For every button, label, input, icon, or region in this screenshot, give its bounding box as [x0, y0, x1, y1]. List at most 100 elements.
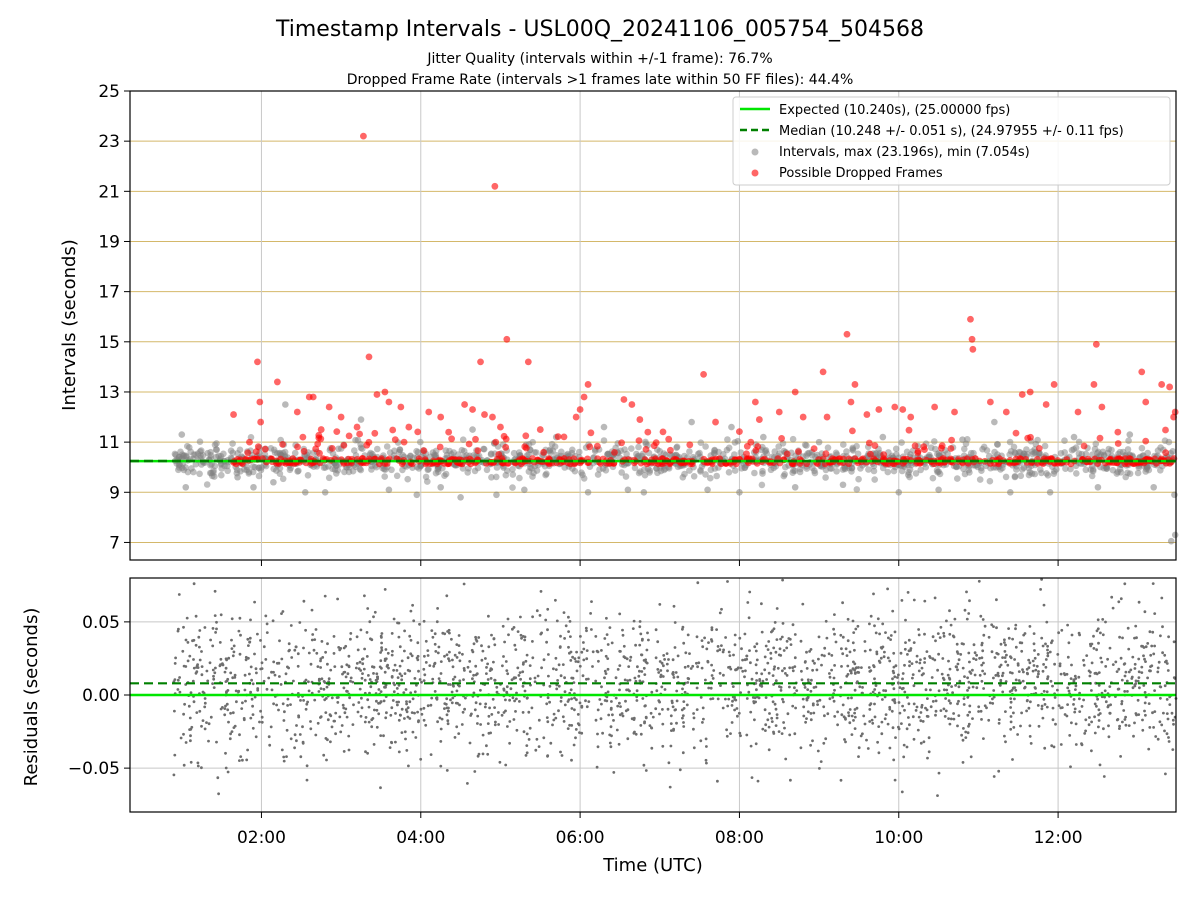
residual-point: [1066, 623, 1069, 627]
residual-point: [560, 754, 564, 757]
residual-point: [559, 634, 562, 638]
residual-point: [295, 739, 298, 743]
residual-point: [528, 664, 532, 667]
residual-point: [1131, 655, 1135, 659]
residual-point: [515, 697, 518, 701]
dropped-frame-point: [257, 418, 265, 426]
residual-point: [618, 612, 622, 616]
residual-point: [843, 738, 846, 741]
residual-point: [964, 736, 968, 739]
residual-point: [995, 626, 998, 630]
residual-point: [681, 716, 684, 720]
residual-point: [854, 671, 857, 675]
residual-point: [663, 688, 667, 691]
residual-point: [232, 650, 236, 654]
residual-point: [229, 732, 233, 736]
residual-point: [954, 665, 958, 669]
residual-point: [923, 599, 927, 603]
residual-point: [1100, 660, 1104, 664]
residual-point: [641, 697, 645, 700]
dropped-frame-point: [799, 413, 807, 421]
residual-point: [1088, 716, 1091, 719]
residual-point: [820, 653, 824, 657]
residual-point: [952, 712, 955, 715]
residual-point: [744, 669, 747, 673]
residual-point: [449, 698, 452, 702]
residual-point: [685, 703, 689, 707]
residual-point: [448, 650, 451, 654]
residual-point: [662, 654, 666, 657]
dropped-frame-point: [425, 408, 433, 416]
interval-point: [325, 474, 333, 482]
y-tick-label: 9: [109, 483, 120, 503]
residual-point: [1137, 600, 1141, 604]
residual-point: [530, 706, 534, 710]
residual-point: [445, 653, 449, 657]
residual-point: [836, 710, 839, 714]
interval-point: [407, 453, 414, 460]
residual-point: [205, 721, 208, 724]
residual-point: [471, 650, 475, 654]
residual-point: [925, 650, 929, 653]
residual-point: [904, 641, 907, 644]
residual-point: [598, 698, 602, 701]
intervals-y-axis-label: Intervals (seconds): [59, 239, 80, 411]
residual-point: [654, 628, 658, 632]
residual-point: [724, 697, 727, 701]
residual-point: [196, 764, 200, 768]
residual-point: [189, 739, 192, 743]
interval-point: [618, 469, 625, 476]
residual-point: [1074, 688, 1077, 691]
residual-point: [580, 705, 584, 709]
residual-point: [242, 718, 246, 722]
interval-point: [775, 443, 782, 450]
interval-point: [879, 433, 887, 441]
residual-point: [179, 736, 183, 740]
residual-point: [866, 747, 870, 750]
interval-point: [393, 472, 401, 480]
residual-point: [433, 642, 437, 646]
residual-point: [410, 654, 414, 658]
residual-point: [1156, 737, 1160, 741]
residual-point: [585, 657, 589, 661]
residual-point: [1167, 740, 1171, 743]
residual-point: [608, 741, 612, 745]
residual-point: [383, 659, 387, 662]
residual-point: [251, 726, 255, 730]
residual-point: [395, 669, 399, 672]
interval-point: [291, 449, 299, 457]
residual-point: [205, 669, 209, 673]
residual-point: [975, 653, 978, 657]
residual-point: [298, 621, 302, 624]
dropped-frame-point: [294, 443, 301, 451]
residual-point: [733, 643, 737, 647]
residual-point: [540, 666, 543, 670]
residual-point: [681, 714, 685, 717]
residual-point: [391, 699, 395, 702]
residual-point: [631, 627, 635, 630]
residual-point: [1156, 670, 1160, 674]
residual-point: [337, 646, 341, 649]
residual-point: [405, 749, 409, 752]
residual-point: [966, 689, 969, 692]
interval-point: [865, 466, 872, 473]
interval-point: [1124, 469, 1131, 477]
interval-point: [441, 472, 448, 480]
residual-point: [995, 598, 998, 602]
residual-y-tick-label: 0.05: [82, 613, 120, 633]
residual-point: [783, 726, 786, 730]
residual-point: [523, 638, 527, 642]
residual-point: [559, 696, 563, 699]
residual-point: [676, 654, 680, 658]
residual-point: [390, 706, 394, 710]
residual-point: [957, 699, 960, 703]
residual-point: [782, 721, 785, 724]
residual-point: [711, 697, 715, 700]
residual-point: [366, 607, 370, 610]
residual-point: [699, 739, 703, 743]
residual-point: [1087, 669, 1091, 673]
residual-point: [361, 662, 365, 666]
interval-point: [578, 469, 585, 477]
residual-point: [1121, 720, 1124, 724]
interval-point: [623, 450, 630, 458]
